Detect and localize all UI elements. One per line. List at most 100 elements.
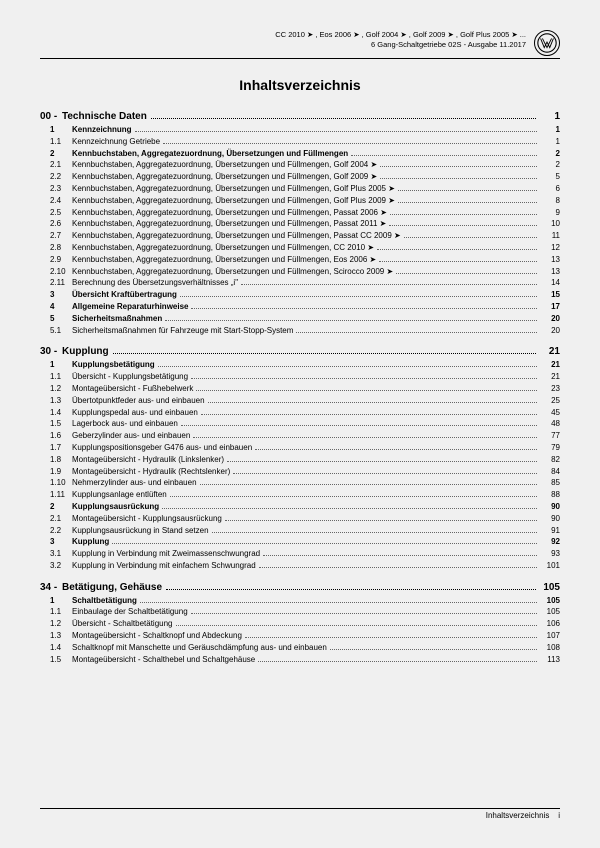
row-title: Kupplung (72, 537, 109, 548)
row-page: 107 (540, 631, 560, 642)
row-number: 5 (40, 314, 72, 325)
row-page: 108 (540, 643, 560, 654)
toc-row: 1 Schaltbetätigung 105 (40, 596, 560, 607)
row-title: Sicherheitsmaßnahmen (72, 314, 162, 325)
leader-dots (191, 378, 537, 379)
row-title: Montageübersicht - Schaltknopf und Abdec… (72, 631, 242, 642)
row-number: 1.11 (40, 490, 72, 501)
leader-dots (263, 555, 537, 556)
row-title: Montageübersicht - Kupplungsausrückung (72, 514, 222, 525)
row-title: Geberzylinder aus- und einbauen (72, 431, 190, 442)
section-title: Kupplung (62, 346, 109, 357)
leader-dots (170, 496, 537, 497)
toc-row: 1.11 Kupplungsanlage entlüften 88 (40, 490, 560, 501)
toc-row: 2.5 Kennbuchstaben, Aggregatezuordnung, … (40, 208, 560, 219)
toc-row: 2.3 Kennbuchstaben, Aggregatezuordnung, … (40, 184, 560, 195)
leader-dots (389, 225, 537, 226)
leader-dots (151, 118, 536, 119)
row-page: 10 (540, 219, 560, 230)
row-number: 2.6 (40, 219, 72, 230)
leader-dots (200, 484, 537, 485)
toc-row: 1.5 Lagerbock aus- und einbauen 48 (40, 419, 560, 430)
row-page: 1 (540, 125, 560, 136)
leader-dots (165, 320, 537, 321)
row-number: 3.2 (40, 561, 72, 572)
row-number: 3 (40, 290, 72, 301)
row-number: 1.1 (40, 607, 72, 618)
section-number: 30 - (40, 346, 62, 357)
toc-row: 1.7 Kupplungspositionsgeber G476 aus- un… (40, 443, 560, 454)
leader-dots (162, 508, 537, 509)
leader-dots (196, 390, 537, 391)
row-title: Kupplungsbetätigung (72, 360, 155, 371)
row-number: 1.5 (40, 419, 72, 430)
row-number: 5.1 (40, 326, 72, 337)
leader-dots (398, 190, 537, 191)
leader-dots (255, 449, 537, 450)
row-title: Kupplungsausrückung (72, 502, 159, 513)
toc-row: 3.1 Kupplung in Verbindung mit Zweimasse… (40, 549, 560, 560)
row-page: 77 (540, 431, 560, 442)
section-page: 1 (540, 111, 560, 122)
page-title: Inhaltsverzeichnis (40, 77, 560, 93)
row-title: Kennbuchstaben, Aggregatezuordnung, Über… (72, 160, 377, 171)
row-page: 90 (540, 502, 560, 513)
row-title: Sicherheitsmaßnahmen für Fahrzeuge mit S… (72, 326, 293, 337)
toc-section-header: 00 - Technische Daten 1 (40, 111, 560, 122)
toc-row: 1.4 Schaltknopf mit Manschette und Geräu… (40, 643, 560, 654)
row-title: Kennbuchstaben, Aggregatezuordnung, Über… (72, 219, 386, 230)
toc-section-header: 34 - Betätigung, Gehäuse 105 (40, 582, 560, 593)
row-number: 2 (40, 502, 72, 513)
row-title: Berechnung des Übersetzungsverhältnisses… (72, 278, 238, 289)
toc-row: 2.4 Kennbuchstaben, Aggregatezuordnung, … (40, 196, 560, 207)
row-number: 2 (40, 149, 72, 160)
row-title: Montageübersicht - Hydraulik (Linkslenke… (72, 455, 224, 466)
toc-row: 2.2 Kennbuchstaben, Aggregatezuordnung, … (40, 172, 560, 183)
leader-dots (225, 520, 537, 521)
row-page: 88 (540, 490, 560, 501)
row-number: 1.3 (40, 396, 72, 407)
row-page: 11 (540, 231, 560, 242)
leader-dots (166, 589, 536, 590)
row-page: 9 (540, 208, 560, 219)
row-number: 3.1 (40, 549, 72, 560)
leader-dots (330, 649, 537, 650)
footer-label: Inhaltsverzeichnis (486, 811, 550, 820)
row-title: Kupplungspositionsgeber G476 aus- und ei… (72, 443, 252, 454)
row-page: 90 (540, 514, 560, 525)
row-page: 93 (540, 549, 560, 560)
toc-row: 2.8 Kennbuchstaben, Aggregatezuordnung, … (40, 243, 560, 254)
toc-row: 1 Kennzeichnung 1 (40, 125, 560, 136)
leader-dots (351, 155, 537, 156)
toc-row: 2 Kupplungsausrückung 90 (40, 502, 560, 513)
leader-dots (396, 273, 537, 274)
section-number: 00 - (40, 111, 62, 122)
row-title: Übersicht - Kupplungsbetätigung (72, 372, 188, 383)
row-page: 105 (540, 607, 560, 618)
row-page: 5 (540, 172, 560, 183)
page-footer: Inhaltsverzeichnis i (40, 808, 560, 820)
leader-dots (158, 366, 537, 367)
toc-row: 2.2 Kupplungsausrückung in Stand setzen … (40, 526, 560, 537)
row-number: 2.7 (40, 231, 72, 242)
leader-dots (180, 296, 537, 297)
row-title: Kennbuchstaben, Aggregatezuordnung, Über… (72, 149, 348, 160)
row-number: 2.11 (40, 278, 72, 289)
leader-dots (191, 308, 537, 309)
row-title: Schaltbetätigung (72, 596, 137, 607)
toc-row: 1.1 Kennzeichnung Getriebe 1 (40, 137, 560, 148)
row-number: 1.2 (40, 619, 72, 630)
row-title: Montageübersicht - Hydraulik (Rechtslenk… (72, 467, 230, 478)
leader-dots (380, 166, 537, 167)
toc-row: 2.10 Kennbuchstaben, Aggregatezuordnung,… (40, 267, 560, 278)
section-page: 21 (540, 346, 560, 357)
row-title: Montageübersicht - Schalthebel und Schal… (72, 655, 255, 666)
toc-row: 2.11 Berechnung des Übersetzungsverhältn… (40, 278, 560, 289)
toc-row: 2.6 Kennbuchstaben, Aggregatezuordnung, … (40, 219, 560, 230)
row-number: 1 (40, 125, 72, 136)
leader-dots (181, 425, 537, 426)
row-page: 92 (540, 537, 560, 548)
toc-row: 5 Sicherheitsmaßnahmen 20 (40, 314, 560, 325)
section-number: 34 - (40, 582, 62, 593)
row-title: Lagerbock aus- und einbauen (72, 419, 178, 430)
